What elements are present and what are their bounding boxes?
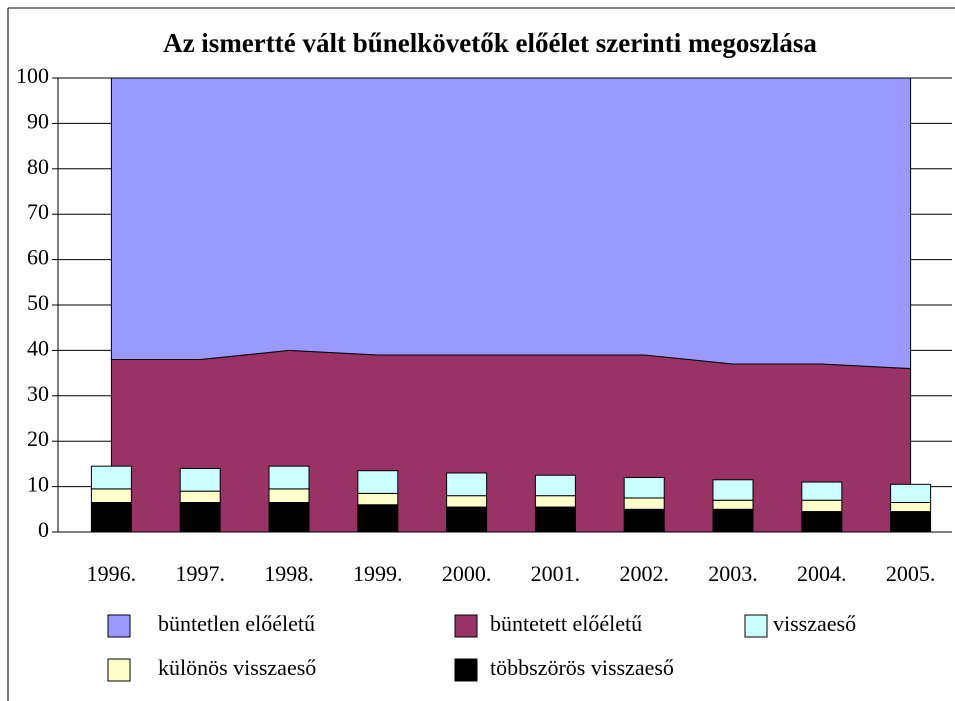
legend-label: büntetlen előéletű bbox=[158, 611, 315, 636]
bar bbox=[357, 470, 399, 494]
x-tick-label: 1999. bbox=[353, 561, 403, 586]
bar bbox=[712, 479, 754, 501]
legend-swatch bbox=[454, 614, 478, 638]
y-tick-label: 70 bbox=[27, 199, 49, 224]
bar bbox=[623, 497, 665, 510]
x-tick-label: 2003. bbox=[708, 561, 758, 586]
bar bbox=[446, 472, 488, 497]
area bbox=[110, 349, 912, 533]
bar bbox=[623, 508, 665, 533]
x-tick-label: 2005. bbox=[886, 561, 936, 586]
x-tick-label: 2000. bbox=[442, 561, 492, 586]
chart-title: Az ismertté vált bűnelkövetők előélet sz… bbox=[163, 28, 817, 58]
bar bbox=[179, 501, 221, 533]
y-tick-label: 30 bbox=[27, 381, 49, 406]
bar bbox=[534, 495, 576, 508]
bar bbox=[446, 506, 488, 533]
bar bbox=[179, 467, 221, 492]
bar bbox=[890, 511, 932, 533]
bar bbox=[623, 477, 665, 499]
x-tick-label: 2004. bbox=[797, 561, 847, 586]
bar bbox=[357, 492, 399, 506]
bar bbox=[268, 465, 310, 490]
y-tick-label: 60 bbox=[27, 245, 49, 270]
legend-swatch bbox=[744, 614, 768, 638]
bar bbox=[801, 481, 843, 501]
bar bbox=[179, 490, 221, 503]
y-tick-label: 10 bbox=[27, 472, 49, 497]
bar bbox=[712, 508, 754, 533]
legend-label: különös visszaeső bbox=[158, 655, 316, 680]
legend-label: visszaeső bbox=[773, 611, 856, 636]
bar bbox=[890, 483, 932, 503]
bar bbox=[801, 499, 843, 513]
legend-swatch bbox=[454, 658, 478, 682]
legend-swatch bbox=[107, 658, 131, 682]
bar bbox=[357, 504, 399, 533]
area bbox=[110, 77, 912, 370]
legend-swatch bbox=[107, 614, 131, 638]
bar bbox=[712, 499, 754, 510]
bar bbox=[446, 495, 488, 508]
x-tick-label: 2001. bbox=[531, 561, 581, 586]
legend-label: többszörös visszaeső bbox=[490, 655, 674, 680]
x-tick-label: 2002. bbox=[619, 561, 669, 586]
bar bbox=[890, 501, 932, 513]
bar bbox=[90, 501, 132, 533]
bar bbox=[801, 511, 843, 533]
bar bbox=[90, 488, 132, 503]
bar bbox=[268, 488, 310, 503]
y-tick-label: 50 bbox=[27, 290, 49, 315]
bar bbox=[534, 474, 576, 497]
x-tick-label: 1997. bbox=[175, 561, 225, 586]
y-tick-label: 90 bbox=[27, 108, 49, 133]
bar bbox=[90, 465, 132, 490]
x-tick-label: 1996. bbox=[87, 561, 137, 586]
x-tick-label: 1998. bbox=[264, 561, 314, 586]
bar bbox=[268, 501, 310, 533]
y-tick-label: 100 bbox=[16, 63, 49, 88]
legend-label: büntetett előéletű bbox=[490, 611, 642, 636]
y-tick-label: 40 bbox=[27, 335, 49, 360]
y-tick-label: 80 bbox=[27, 154, 49, 179]
y-tick-label: 0 bbox=[38, 517, 49, 542]
y-tick-label: 20 bbox=[27, 426, 49, 451]
bar bbox=[534, 506, 576, 533]
